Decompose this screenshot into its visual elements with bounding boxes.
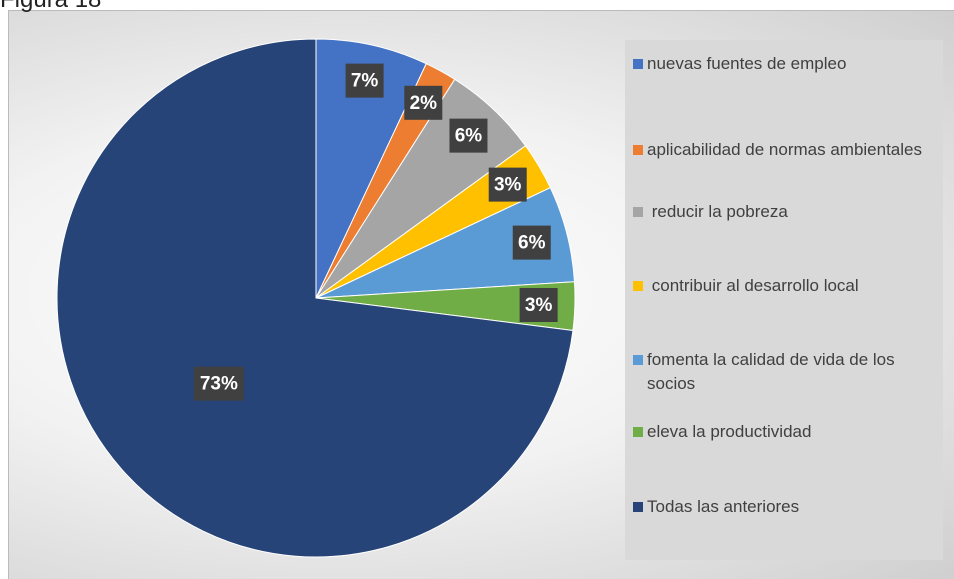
legend: nuevas fuentes de empleo aplicabilidad de… (625, 40, 943, 560)
legend-item: aplicabilidad de normas ambientales (633, 138, 938, 162)
legend-label: aplicabilidad de normas ambientales (647, 140, 922, 159)
data-label-box (519, 287, 558, 322)
data-label-box (404, 85, 443, 120)
legend-item: Todas las anteriores (633, 495, 938, 519)
legend-swatch (633, 502, 643, 512)
data-label-box (449, 118, 488, 153)
data-label: 73% (200, 374, 238, 395)
legend-item: fomenta la calidad de vida de los socios (633, 348, 938, 396)
data-label-box (345, 63, 384, 98)
data-label-box (512, 225, 551, 260)
data-label: 7% (351, 71, 379, 92)
legend-label: eleva la productividad (647, 422, 812, 441)
pie-slice (56, 38, 574, 558)
legend-label: contribuir al desarrollo local (647, 276, 859, 295)
data-label-box (193, 366, 244, 401)
legend-label: Todas las anteriores (647, 497, 800, 516)
legend-label: reducir la pobreza (647, 202, 788, 221)
chart-title: Figura 18 (0, 0, 101, 14)
legend-swatch (633, 281, 643, 291)
legend-item: contribuir al desarrollo local (633, 274, 938, 298)
data-label: 2% (410, 93, 438, 114)
legend-swatch (633, 207, 643, 217)
data-label: 6% (455, 126, 483, 147)
legend-swatch (633, 427, 643, 437)
data-label: 3% (494, 175, 522, 196)
legend-item: eleva la productividad (633, 420, 938, 444)
data-label-box (488, 167, 527, 202)
data-label: 3% (525, 295, 553, 316)
legend-label: nuevas fuentes de empleo (647, 54, 847, 73)
legend-swatch (633, 145, 643, 155)
legend-label: fomenta la calidad de vida de los socios (647, 350, 900, 393)
pie-slice (315, 38, 427, 299)
legend-item: reducir la pobreza (633, 200, 938, 224)
legend-swatch (633, 355, 643, 365)
data-label: 6% (518, 233, 546, 254)
legend-swatch (633, 59, 643, 69)
legend-item: nuevas fuentes de empleo (633, 52, 938, 76)
